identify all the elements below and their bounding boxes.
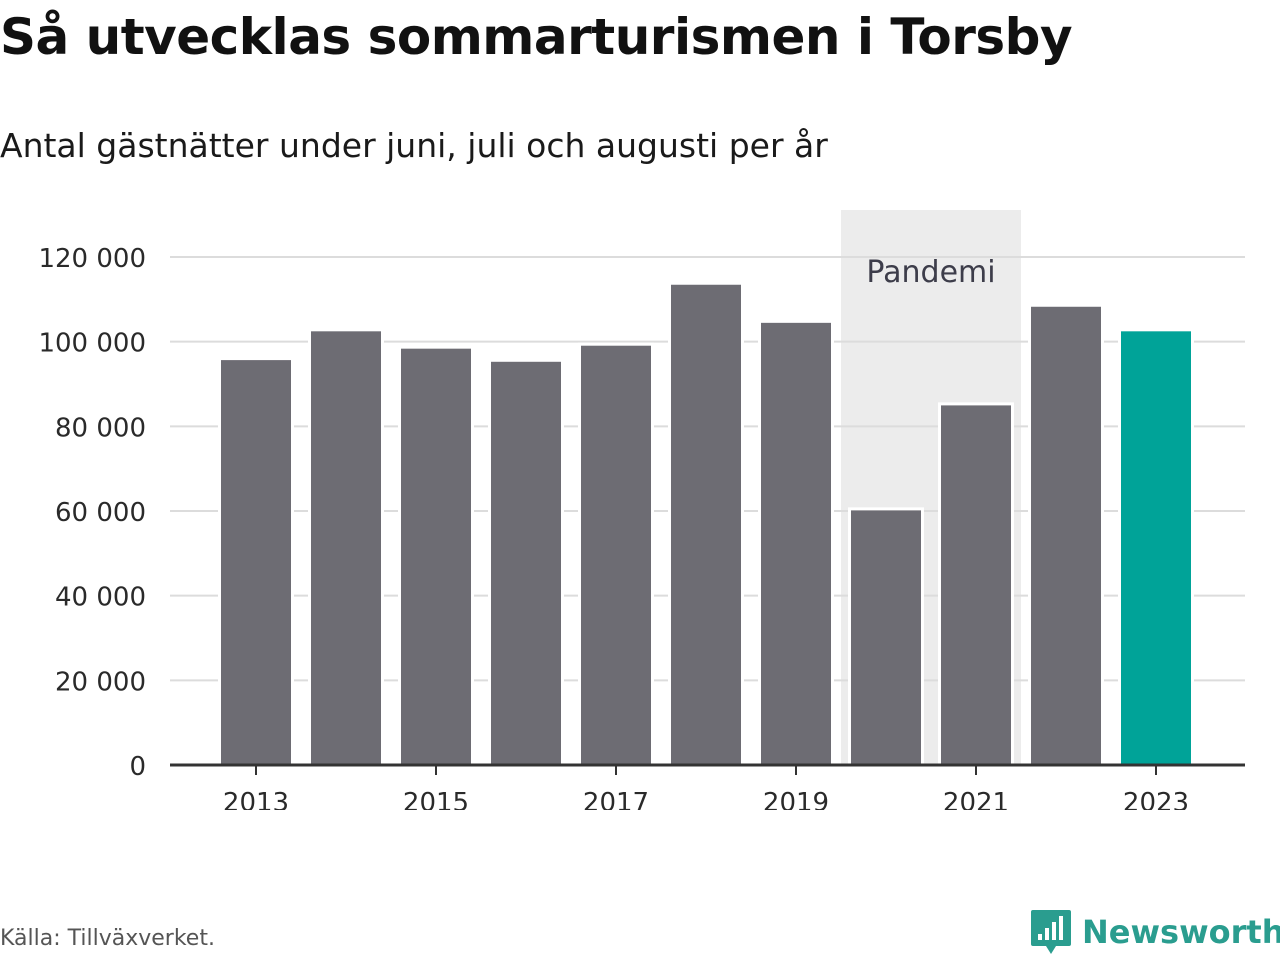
bar-2019 <box>758 319 834 767</box>
bar-2013 <box>218 357 294 767</box>
x-tick-label: 2013 <box>223 788 289 810</box>
y-tick-label: 80 000 <box>55 413 146 443</box>
bar-2020 <box>848 507 924 767</box>
chart-title: Så utvecklas sommarturismen i Torsby <box>0 8 1073 66</box>
y-tick-label: 20 000 <box>55 667 146 697</box>
brand-name: Newsworthy <box>1082 913 1280 951</box>
x-tick-label: 2023 <box>1123 788 1189 810</box>
chart-subtitle: Antal gästnätter under juni, juli och au… <box>0 126 828 165</box>
bar-chart: Pandemi 0 20 000 40 000 60 000 80 000 100 000… <box>38 210 1245 810</box>
y-tick-label: 60 000 <box>55 498 146 528</box>
bar-2016 <box>488 358 564 767</box>
y-tick-label: 100 000 <box>38 329 146 359</box>
source-note: Källa: Tillväxverket. <box>0 926 215 951</box>
newsworthy-logo: Newsworthy <box>1030 908 1280 956</box>
x-tick-label: 2017 <box>583 788 649 810</box>
bar-chart-icon <box>1031 910 1071 954</box>
bar-2015 <box>398 345 474 767</box>
bar-2017 <box>578 342 654 767</box>
bar-2021 <box>938 402 1014 767</box>
x-tick-label: 2015 <box>403 788 469 810</box>
pandemic-label: Pandemi <box>866 255 995 290</box>
bar-2018 <box>668 281 744 767</box>
bar-2023 <box>1118 328 1194 767</box>
x-tick-label: 2021 <box>943 788 1009 810</box>
bar-2014 <box>308 328 384 767</box>
y-tick-label: 40 000 <box>55 583 146 613</box>
bar-2022 <box>1028 303 1104 767</box>
x-tick-label: 2019 <box>763 788 829 810</box>
y-tick-label: 120 000 <box>38 244 146 274</box>
y-tick-label: 0 <box>129 752 146 782</box>
